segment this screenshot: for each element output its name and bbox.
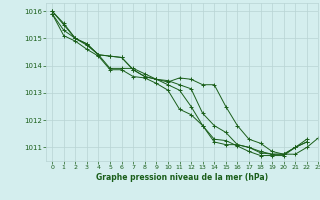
X-axis label: Graphe pression niveau de la mer (hPa): Graphe pression niveau de la mer (hPa) xyxy=(96,173,268,182)
